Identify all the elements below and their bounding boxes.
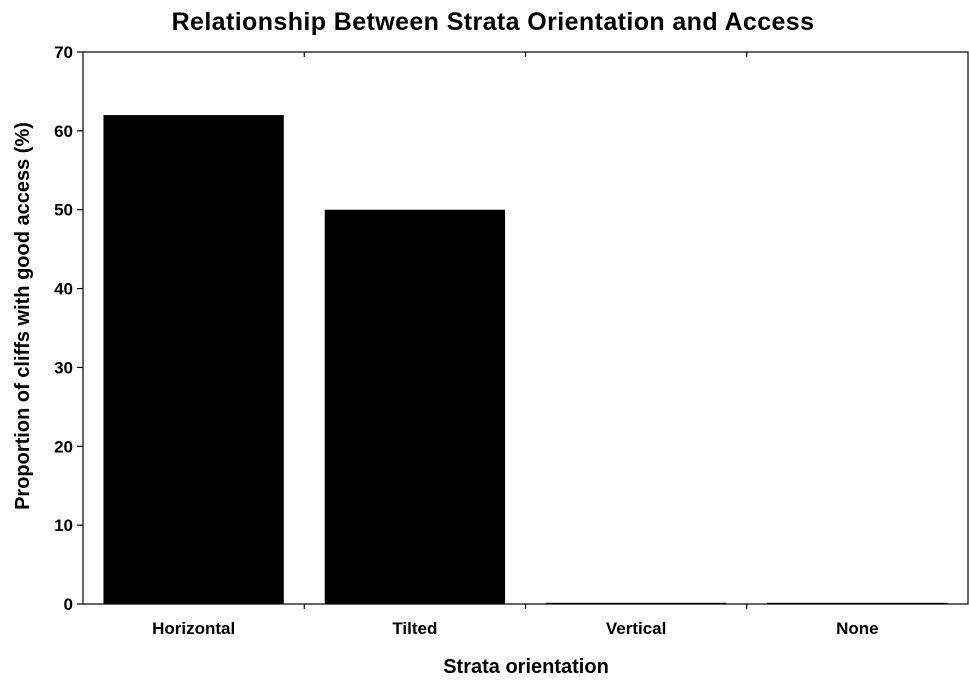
y-tick-label: 50 <box>54 201 73 220</box>
y-tick-label: 70 <box>54 43 73 62</box>
x-tick-label-horizontal: Horizontal <box>152 619 235 638</box>
x-tick-label-none: None <box>836 619 879 638</box>
chart-title: Relationship Between Strata Orientation … <box>172 8 815 36</box>
y-tick-label: 20 <box>54 437 73 456</box>
y-tick-label: 30 <box>54 358 73 377</box>
x-tick-label-vertical: Vertical <box>606 619 667 638</box>
y-tick-label: 40 <box>54 280 73 299</box>
y-axis-label: Proportion of cliffs with good access (%… <box>12 122 34 510</box>
y-tick-label: 60 <box>54 122 73 141</box>
y-tick-label: 10 <box>54 516 73 535</box>
y-tick-label: 0 <box>64 595 73 614</box>
x-axis-label: Strata orientation <box>443 656 609 678</box>
plot-area: 0 10 20 30 40 50 60 70 Horizontal Tilted Vertical N… <box>54 43 969 638</box>
bar-horizontal <box>103 115 284 604</box>
bar-tilted <box>324 209 506 604</box>
x-tick-label-tilted: Tilted <box>392 619 437 638</box>
